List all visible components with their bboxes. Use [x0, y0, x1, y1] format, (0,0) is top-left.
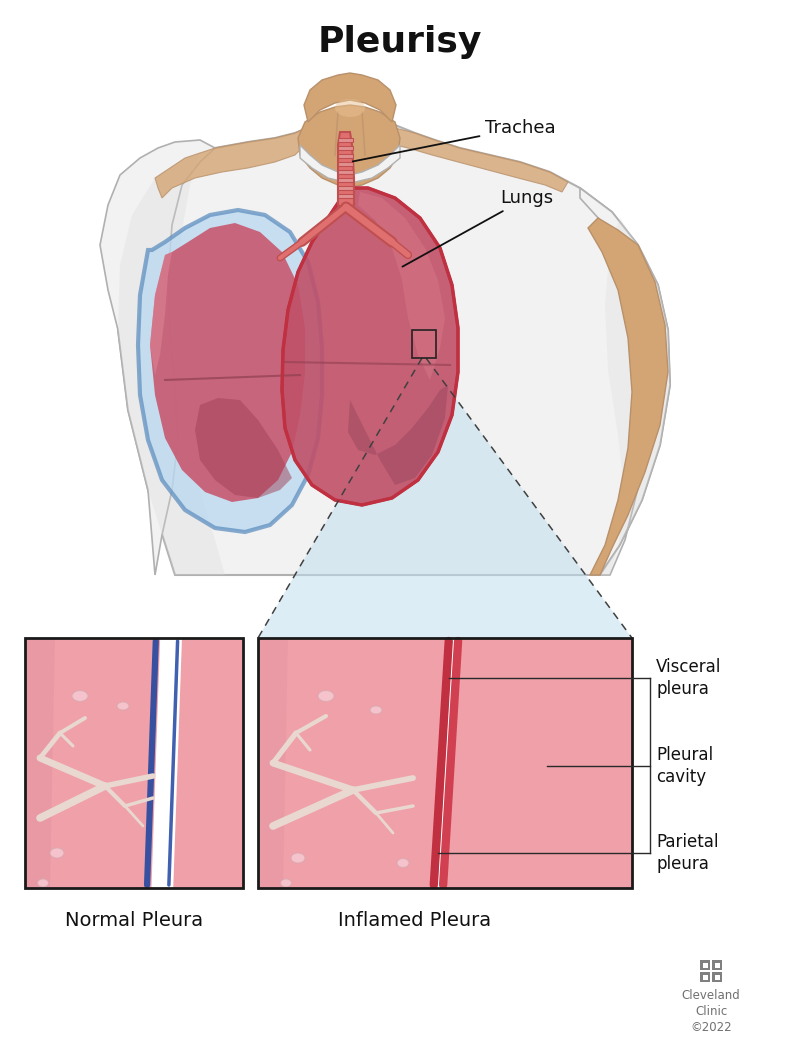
Text: Cleveland
Clinic
©2022: Cleveland Clinic ©2022	[682, 989, 740, 1034]
Text: Lungs: Lungs	[402, 189, 553, 266]
Text: Parietal
pleura: Parietal pleura	[656, 833, 718, 874]
Ellipse shape	[370, 706, 382, 714]
Polygon shape	[300, 145, 400, 183]
Bar	[338, 170, 353, 174]
Bar	[412, 330, 436, 358]
Bar	[712, 972, 722, 982]
Bar	[712, 960, 722, 970]
Polygon shape	[588, 218, 668, 575]
Ellipse shape	[318, 690, 334, 702]
Polygon shape	[282, 188, 458, 505]
Polygon shape	[150, 252, 172, 374]
Polygon shape	[446, 638, 632, 889]
Bar	[258, 638, 632, 889]
Polygon shape	[358, 192, 445, 380]
Polygon shape	[118, 108, 670, 575]
Bar	[702, 975, 707, 980]
Polygon shape	[438, 638, 461, 889]
Polygon shape	[195, 398, 292, 498]
Bar	[338, 146, 353, 150]
Bar	[25, 638, 243, 889]
Polygon shape	[348, 385, 448, 485]
Polygon shape	[174, 638, 243, 889]
Polygon shape	[25, 638, 55, 889]
Text: Inflamed Pleura: Inflamed Pleura	[338, 911, 491, 929]
Text: Pleural
cavity: Pleural cavity	[656, 746, 713, 787]
Polygon shape	[304, 73, 396, 122]
Polygon shape	[258, 638, 453, 889]
Text: Normal Pleura: Normal Pleura	[65, 911, 203, 929]
Ellipse shape	[397, 858, 409, 868]
Bar	[25, 638, 243, 889]
Bar	[700, 972, 710, 982]
Ellipse shape	[291, 853, 305, 863]
Polygon shape	[25, 638, 160, 889]
Ellipse shape	[281, 879, 291, 887]
Bar	[258, 638, 632, 889]
Polygon shape	[138, 210, 322, 532]
Polygon shape	[298, 105, 400, 187]
Bar	[338, 186, 353, 190]
Polygon shape	[258, 358, 632, 638]
Polygon shape	[100, 140, 215, 575]
Polygon shape	[150, 223, 305, 502]
Polygon shape	[338, 132, 354, 210]
Polygon shape	[580, 188, 670, 575]
Bar	[700, 960, 710, 970]
Bar	[714, 975, 719, 980]
Ellipse shape	[72, 690, 88, 702]
Bar	[338, 138, 353, 142]
Polygon shape	[155, 128, 305, 198]
Polygon shape	[395, 128, 568, 192]
Polygon shape	[151, 638, 182, 889]
Text: Pleurisy: Pleurisy	[318, 25, 482, 59]
Text: Trachea: Trachea	[353, 119, 556, 162]
Bar	[338, 178, 353, 181]
Bar	[338, 194, 353, 198]
Bar	[338, 154, 353, 158]
Bar	[702, 963, 707, 967]
Ellipse shape	[117, 702, 129, 710]
Polygon shape	[600, 218, 670, 575]
Text: Visceral
pleura: Visceral pleura	[656, 658, 722, 699]
Ellipse shape	[335, 99, 365, 117]
Ellipse shape	[38, 879, 49, 887]
Polygon shape	[258, 638, 288, 889]
Polygon shape	[118, 152, 225, 575]
Bar	[338, 162, 353, 166]
Bar	[714, 963, 719, 967]
Ellipse shape	[50, 848, 64, 858]
